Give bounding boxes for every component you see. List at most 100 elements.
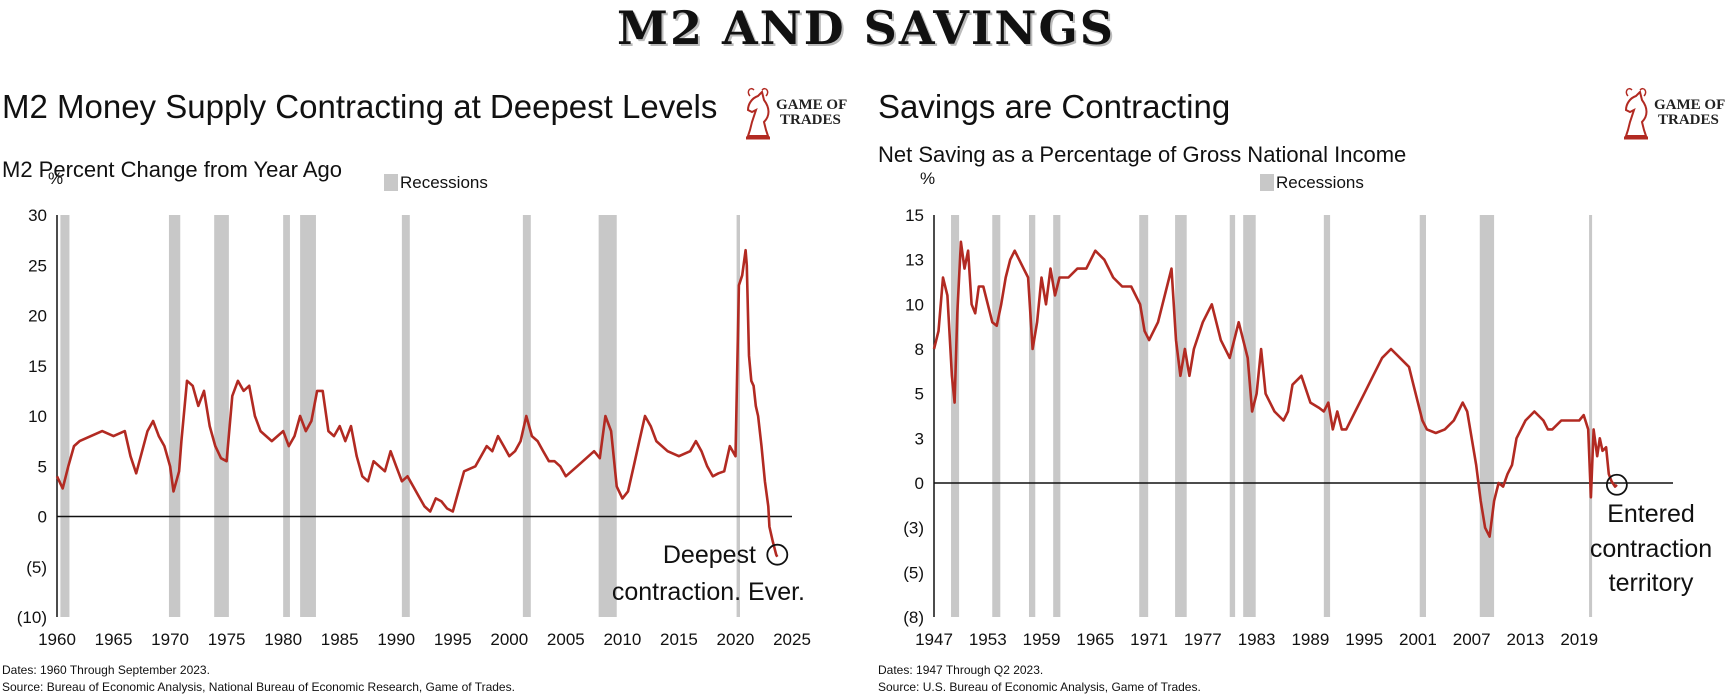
m2-y-tick-label: 15: [28, 357, 47, 376]
m2-y-tick-label: (5): [26, 558, 47, 577]
savings-panel-title: Savings are Contracting: [878, 88, 1231, 125]
savings-footnote-source: Source: U.S. Bureau of Economic Analysis…: [878, 680, 1201, 694]
logo-text: GAME OF TRADES: [1654, 98, 1725, 128]
m2-y-tick-label: 10: [28, 407, 47, 426]
m2-x-tick-label: 1970: [151, 630, 189, 649]
logo-line-1: GAME OF: [1654, 97, 1726, 113]
m2-series-line: [55, 248, 779, 558]
m2-recession-band-7: [598, 215, 617, 617]
m2-y-tick-label: 30: [28, 206, 47, 225]
m2-y-tick-label: 20: [28, 307, 47, 326]
savings-footnote-dates: Dates: 1947 Through Q2 2023.: [878, 663, 1044, 677]
savings-x-tick-label: 1971: [1130, 630, 1168, 649]
savings-recession-band-2: [1028, 215, 1036, 617]
savings-y-tick-label: 5: [915, 385, 924, 404]
knight-chess-icon: [746, 87, 770, 140]
logo-line-2: TRADES: [780, 112, 841, 128]
m2-x-tick-label: 1980: [264, 630, 302, 649]
m2-y-tick-label: 25: [28, 256, 47, 275]
savings-y-unit-label: %: [920, 169, 935, 188]
savings-annotation-line-2: contraction: [1590, 535, 1712, 563]
savings-x-tick-label: 1983: [1238, 630, 1276, 649]
savings-recession-band-11: [1589, 215, 1593, 617]
m2-y-tick-label: 5: [38, 457, 47, 476]
savings-chart: (8) (5) (3) 0 3 5 8 10 13 15% 1947 1953 1959 1965 1971…: [903, 169, 1712, 649]
savings-panel: Savings are Contracting GAME OF TRADES N…: [876, 0, 1732, 697]
savings-recession-band-6: [1229, 215, 1236, 617]
m2-legend-label: Recessions: [400, 173, 488, 192]
m2-recession-band-5: [401, 215, 410, 617]
savings-x-tick-label: 2007: [1453, 630, 1491, 649]
m2-y-tick-label: 0: [38, 508, 47, 527]
savings-x-tick-label: 1953: [969, 630, 1007, 649]
m2-recession-band-3: [283, 215, 290, 617]
m2-recession-band-0: [60, 215, 70, 617]
savings-x-tick-label: 2001: [1399, 630, 1437, 649]
savings-recession-band-8: [1323, 215, 1331, 617]
m2-footnote-dates: Dates: 1960 Through September 2023.: [2, 663, 210, 677]
m2-x-tick-label: 2010: [603, 630, 641, 649]
m2-x-tick-label: 1995: [434, 630, 472, 649]
m2-legend-swatch: [384, 174, 398, 191]
savings-y-tick-label: 13: [905, 251, 924, 270]
savings-recession-band-7: [1243, 215, 1256, 617]
savings-y-tick-label: (3): [903, 519, 924, 538]
savings-annotation-line-1: Entered: [1607, 500, 1695, 528]
savings-y-tick-label: (5): [903, 563, 924, 582]
savings-series-line: [932, 240, 1618, 538]
savings-annotation-circle: [1605, 473, 1628, 496]
m2-panel-subtitle: M2 Percent Change from Year Ago: [2, 157, 342, 182]
savings-y-tick-label: (8): [903, 608, 924, 627]
savings-y-tick-label: 15: [905, 206, 924, 225]
savings-annotation-line-3: territory: [1609, 569, 1694, 597]
savings-x-tick-label: 1995: [1345, 630, 1383, 649]
m2-panel: M2 Money Supply Contracting at Deepest L…: [2, 86, 850, 694]
knight-chess-icon: [1624, 87, 1648, 140]
savings-y-tick-label: 0: [915, 474, 924, 493]
game-of-trades-logo: GAME OF TRADES: [740, 86, 850, 144]
savings-x-tick-label: 1977: [1184, 630, 1222, 649]
m2-x-tick-label: 1990: [377, 630, 415, 649]
savings-recession-band-4: [1139, 215, 1149, 617]
main-title: M2 AND SAVINGS: [617, 1, 1115, 55]
m2-panel-title: M2 Money Supply Contracting at Deepest L…: [2, 88, 718, 125]
savings-x-tick-label: 1989: [1291, 630, 1329, 649]
m2-recession-band-2: [214, 215, 229, 617]
m2-x-tick-label: 2025: [773, 630, 811, 649]
logo-line-1: GAME OF: [776, 97, 848, 113]
savings-x-tick-label: 2013: [1507, 630, 1545, 649]
savings-recession-band-3: [1053, 215, 1061, 617]
m2-x-tick-label: 2020: [717, 630, 755, 649]
savings-x-tick-label: 1947: [915, 630, 953, 649]
savings-legend-swatch: [1260, 174, 1274, 191]
m2-footnote-source: Source: Bureau of Economic Analysis, Nat…: [2, 680, 515, 694]
m2-x-tick-label: 1985: [321, 630, 359, 649]
m2-x-tick-label: 2015: [660, 630, 698, 649]
savings-y-tick-label: 8: [915, 340, 924, 359]
savings-recession-band-10: [1479, 215, 1495, 617]
savings-recession-band-9: [1419, 215, 1426, 617]
m2-x-tick-label: 1960: [38, 630, 76, 649]
m2-y-tick-label: (10): [17, 608, 47, 627]
savings-panel-subtitle: Net Saving as a Percentage of Gross Nati…: [878, 142, 1407, 167]
savings-recession-band-0: [951, 215, 960, 617]
m2-annotation-line-2: contraction. Ever.: [612, 578, 805, 606]
savings-x-tick-label: 1965: [1076, 630, 1114, 649]
savings-x-tick-label: 2019: [1560, 630, 1598, 649]
m2-x-tick-label: 2005: [547, 630, 585, 649]
m2-x-tick-label: 1965: [95, 630, 133, 649]
savings-legend-label: Recessions: [1276, 173, 1364, 192]
m2-y-unit-label: %: [48, 169, 63, 188]
game-of-trades-logo: GAME OF TRADES: [1618, 86, 1728, 144]
logo-text: GAME OF TRADES: [776, 98, 847, 128]
savings-y-tick-label: 3: [915, 429, 924, 448]
logo-line-2: TRADES: [1658, 112, 1719, 128]
savings-recession-band-1: [992, 215, 1001, 617]
m2-recession-band-8: [736, 215, 740, 617]
savings-recession-band-5: [1175, 215, 1187, 617]
m2-recession-band-1: [168, 215, 181, 617]
m2-annotation-line-1: Deepest: [663, 541, 756, 569]
m2-x-tick-label: 1975: [208, 630, 246, 649]
m2-annotation-circle: [766, 543, 789, 566]
